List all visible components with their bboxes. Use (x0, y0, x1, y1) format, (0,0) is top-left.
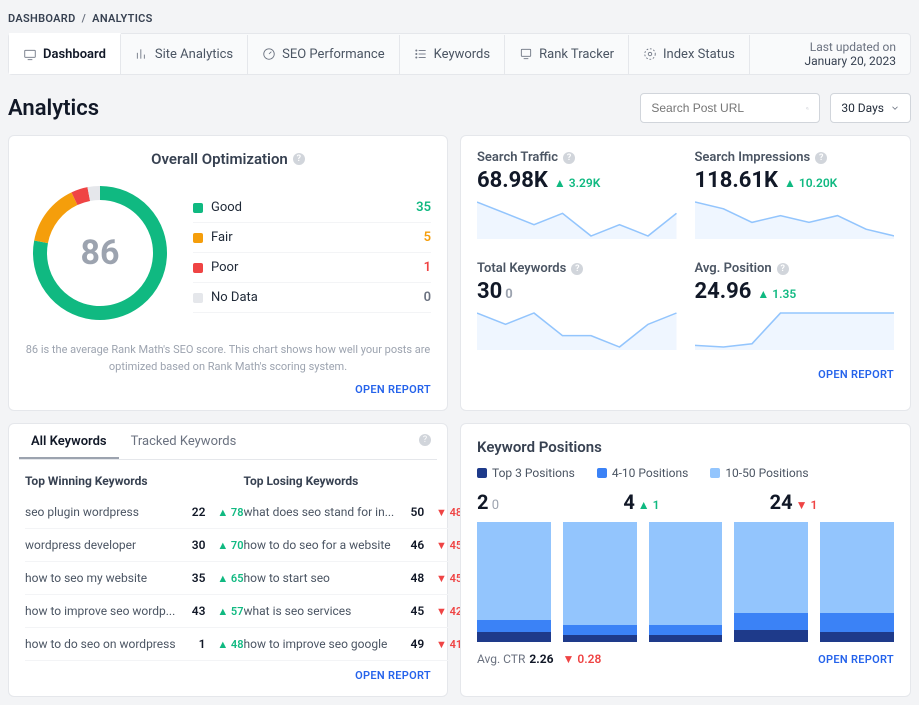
stat-position: Avg. Position?24.96▲ 1.35 (695, 261, 895, 362)
keyword-row[interactable]: how to do seo for a website46▼ 45 (244, 529, 463, 562)
legend-row: Good35 (193, 193, 431, 223)
tab-seo-performance[interactable]: SEO Performance (248, 35, 399, 74)
tab-index-status[interactable]: Index Status (629, 35, 750, 74)
card-keywords: All KeywordsTracked Keywords? Top Winnin… (8, 423, 448, 697)
kw-tab-tracked-keywords[interactable]: Tracked Keywords (119, 426, 249, 459)
search-icon (806, 102, 809, 115)
date-range-label: 30 Days (841, 101, 884, 115)
stacked-bar (820, 522, 894, 642)
keyword-row[interactable]: how to improve seo google49▼ 41 (244, 628, 463, 661)
open-report-link[interactable]: OPEN REPORT (25, 383, 431, 396)
tab-rank-tracker[interactable]: Rank Tracker (505, 35, 629, 74)
breadcrumb: DASHBOARD / ANALYTICS (8, 8, 911, 33)
losing-title: Top Losing Keywords (244, 470, 463, 496)
pos-legend-item: Top 3 Positions (477, 466, 575, 480)
help-icon[interactable]: ? (815, 152, 827, 164)
help-icon[interactable]: ? (293, 153, 305, 165)
tab-keywords[interactable]: Keywords (400, 35, 505, 74)
keyword-row[interactable]: how to do seo on wordpress1▲ 48 (25, 628, 244, 661)
open-report-link[interactable]: OPEN REPORT (477, 368, 894, 381)
main-tabs: DashboardSite AnalyticsSEO PerformanceKe… (8, 33, 911, 75)
positions-title: Keyword Positions (477, 438, 602, 456)
pos-legend-item: 10-50 Positions (710, 466, 808, 480)
legend-row: No Data0 (193, 283, 431, 313)
pos-number: 2 0 (477, 490, 601, 514)
keyword-row[interactable]: seo plugin wordpress22▲ 78 (25, 496, 244, 529)
chart-icon (135, 47, 149, 61)
list-icon (414, 47, 428, 61)
ctr-label: Avg. CTR (477, 652, 525, 666)
keyword-row[interactable]: how to improve seo wordp...43▲ 57 (25, 595, 244, 628)
legend-row: Poor1 (193, 253, 431, 283)
page-title: Analytics (8, 96, 99, 121)
help-icon[interactable]: ? (563, 152, 575, 164)
chevron-down-icon (890, 103, 900, 113)
overall-footer: 86 is the average Rank Math's SEO score.… (25, 342, 431, 375)
keyword-row[interactable]: what is seo services45▼ 42 (244, 595, 463, 628)
help-icon[interactable]: ? (571, 263, 583, 275)
legend-row: Fair5 (193, 223, 431, 253)
stat-traffic: Search Traffic?68.98K▲ 3.29K (477, 150, 677, 251)
gauge-icon (262, 47, 276, 61)
ctr-delta: ▼ 0.28 (560, 652, 602, 666)
search-input[interactable] (651, 101, 806, 115)
overall-score: 86 (80, 233, 119, 273)
rank-icon (519, 47, 533, 61)
kw-tab-all-keywords[interactable]: All Keywords (19, 426, 119, 459)
stacked-bar (734, 522, 808, 642)
last-updated: Last updated onJanuary 20, 2023 (790, 40, 910, 68)
open-report-link[interactable]: OPEN REPORT (25, 669, 431, 682)
help-icon[interactable]: ? (777, 263, 789, 275)
index-icon (643, 47, 657, 61)
winning-title: Top Winning Keywords (25, 470, 244, 496)
overall-title: Overall Optimization (151, 150, 288, 168)
help-icon[interactable]: ? (419, 434, 431, 446)
stacked-bar (563, 522, 637, 642)
pos-number: 4 ▲ 1 (623, 490, 747, 514)
keyword-row[interactable]: wordpress developer30▲ 70 (25, 529, 244, 562)
pos-legend-item: 4-10 Positions (597, 466, 688, 480)
stacked-bar (477, 522, 551, 642)
date-range-select[interactable]: 30 Days (830, 93, 911, 123)
stat-impressions: Search Impressions?118.61K▲ 10.20K (695, 150, 895, 251)
stat-keywords: Total Keywords?300 (477, 261, 677, 362)
tab-dashboard[interactable]: Dashboard (9, 33, 121, 74)
pos-number: 24 ▼ 1 (770, 490, 894, 514)
stacked-bar (649, 522, 723, 642)
donut-chart: 86 (25, 178, 175, 328)
card-keyword-positions: Keyword Positions Top 3 Positions 4-10 Po… (460, 423, 911, 697)
tab-site-analytics[interactable]: Site Analytics (121, 35, 248, 74)
card-search-stats: Search Traffic?68.98K▲ 3.29KSearch Impre… (460, 135, 911, 411)
keyword-row[interactable]: what does seo stand for in...50▼ 48 (244, 496, 463, 529)
open-report-link[interactable]: OPEN REPORT (818, 653, 894, 666)
donut-legend: Good35Fair5Poor1No Data0 (193, 193, 431, 313)
ctr-value: 2.26 (529, 652, 553, 666)
search-input-wrap[interactable] (640, 93, 820, 123)
card-overall-optimization: Overall Optimization ? 86 Good35Fair5Poo… (8, 135, 448, 411)
keyword-row[interactable]: how to start seo48▼ 45 (244, 562, 463, 595)
keyword-row[interactable]: how to seo my website35▲ 65 (25, 562, 244, 595)
monitor-icon (23, 48, 37, 62)
